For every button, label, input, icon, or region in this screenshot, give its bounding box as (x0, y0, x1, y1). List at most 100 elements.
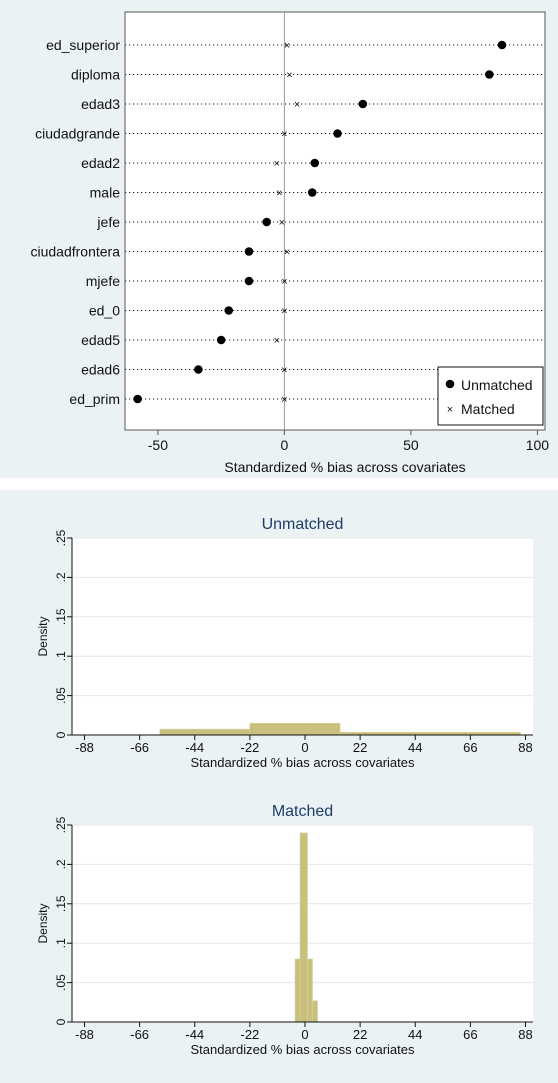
unmatched-axes (71, 538, 533, 736)
unmatched-point-ed-prim (133, 394, 142, 404)
histogram-bar-2 (307, 958, 313, 1023)
histogram-bar-1 (249, 722, 341, 736)
unmatched-point-jefe (262, 217, 271, 227)
bias-histograms: Unmatched 0 .05 .1 .15 .2 .25 -88 -66 -44 -22 0 22… (36, 516, 533, 1057)
x-tick-label-44: -44 (185, 1027, 204, 1042)
x-tick-label-88: -88 (75, 1027, 94, 1042)
unmatched-point-edad2 (310, 158, 320, 168)
category-label-edad6: edad6 (81, 362, 120, 378)
y-tick-label-05: .05 (54, 687, 68, 704)
legend-unmatched-label: Unmatched (461, 377, 533, 393)
y-tick-label-2: .2 (54, 859, 68, 869)
unmatched-point-edad3 (358, 99, 368, 109)
x-axis-ticks: -50 0 50 100 (148, 430, 550, 453)
unmatched-point-ciudadfrontera (244, 247, 254, 256)
matched-point-edad2: × (274, 158, 280, 170)
unmatched-y-ticks: 0 .05 .1 .15 .2 .25 (54, 529, 72, 738)
x-tick-label-88: 88 (518, 1027, 532, 1042)
x-tick-label-50: -50 (148, 437, 168, 453)
x-tick-label-44: 44 (408, 740, 422, 755)
x-tick-label-50: 50 (403, 437, 419, 453)
matched-point-edad3: × (294, 99, 300, 111)
dot-marks: × × × × × × × × × × × × × (133, 40, 507, 406)
category-label-diploma: diploma (71, 67, 120, 83)
matched-point-ciudadgrande: × (281, 129, 287, 141)
matched-axes (71, 825, 533, 1023)
category-label-edad3: edad3 (81, 96, 120, 112)
y-tick-label-0: 0 (54, 1018, 68, 1025)
matched-point-jefe: × (279, 217, 285, 229)
matched-x-ticks: -88 -66 -44 -22 0 22 44 66 88 (75, 1022, 533, 1042)
histogram-bar-1 (299, 832, 308, 1023)
matched-point-edad5: × (274, 335, 280, 347)
matched-point-ciudadfrontera: × (284, 247, 290, 259)
x-tick-label-22: 22 (353, 740, 367, 755)
unmatched-point-ed-superior (497, 40, 507, 50)
unmatched-point-mjefe (244, 276, 254, 286)
x-tick-label-88: 88 (518, 740, 532, 755)
x-tick-label-44: 44 (408, 1027, 422, 1042)
x-tick-label-66: -66 (130, 740, 149, 755)
matched-point-mjefe: × (281, 276, 287, 288)
matched-x-axis-label: Standardized % bias across covariates (190, 1042, 415, 1057)
histogram-bar-0 (294, 958, 301, 1023)
y-tick-label-0: 0 (54, 731, 68, 738)
x-tick-label-88: -88 (75, 740, 94, 755)
unmatched-y-axis-label: Density (36, 616, 50, 656)
dot-plot-panel: × × × × × × × × × × × × × ed_superior diploma edad3 ciu… (0, 0, 558, 478)
unmatched-point-diploma (485, 70, 494, 79)
category-label-ed-0: ed_0 (89, 303, 120, 319)
unmatched-title: Unmatched (262, 516, 344, 533)
matched-y-ticks: 0 .05 .1 .15 .2 .25 (54, 816, 72, 1025)
category-label-ciudadfrontera: ciudadfrontera (30, 244, 120, 260)
legend-box (437, 366, 544, 426)
unmatched-x-ticks: -88 -66 -44 -22 0 22 44 66 88 (75, 735, 533, 755)
unmatched-point-ciudadgrande (333, 129, 342, 138)
x-tick-label-100: 100 (526, 437, 550, 453)
histogram-bar-3 (312, 1000, 318, 1023)
unmatched-point-ed-0 (224, 306, 234, 315)
legend-matched-label: Matched (461, 401, 515, 417)
x-tick-label-22: -22 (240, 1027, 259, 1042)
x-tick-label-66: 66 (463, 740, 477, 755)
matched-point-male: × (276, 188, 282, 200)
histogram-bar-0 (159, 728, 251, 736)
histogram-panel: Unmatched 0 .05 .1 .15 .2 .25 -88 -66 -44 -22 0 22… (0, 490, 558, 1083)
x-tick-label-22: -22 (240, 740, 259, 755)
matched-point-diploma: × (286, 70, 292, 82)
x-tick-label-0: 0 (301, 740, 308, 755)
unmatched-x-axis-label: Standardized % bias across covariates (190, 755, 415, 770)
x-tick-label-44: -44 (185, 740, 204, 755)
x-tick-label-0: 0 (301, 1027, 308, 1042)
legend: Unmatched × Matched (437, 366, 544, 426)
y-tick-label-05: .05 (54, 974, 68, 991)
unmatched-point-edad6 (194, 365, 203, 374)
unmatched-point-male (307, 188, 317, 197)
y-tick-label-2: .2 (54, 572, 68, 582)
y-tick-label-25: .25 (54, 529, 68, 546)
x-tick-label-22: 22 (353, 1027, 367, 1042)
y-tick-label-15: .15 (54, 895, 68, 912)
category-label-edad2: edad2 (81, 155, 120, 171)
dot-plot-area (124, 11, 546, 431)
y-tick-label-25: .25 (54, 816, 68, 833)
category-label-jefe: jefe (96, 214, 120, 230)
legend-unmatched-marker (445, 379, 455, 389)
matched-title: Matched (272, 803, 333, 820)
x-tick-label-66: -66 (130, 1027, 149, 1042)
category-label-ed-superior: ed_superior (46, 37, 120, 53)
y-tick-label-1: .1 (54, 651, 68, 661)
x-tick-label-0: 0 (280, 437, 288, 453)
matched-point-ed-superior: × (284, 40, 290, 52)
matched-point-ed-0: × (281, 306, 287, 318)
y-tick-label-15: .15 (54, 608, 68, 625)
unmatched-histogram: Unmatched 0 .05 .1 .15 .2 .25 -88 -66 -44 -22 0 22… (36, 516, 533, 770)
category-label-mjefe: mjefe (86, 273, 120, 289)
x-tick-label-66: 66 (463, 1027, 477, 1042)
x-axis-label: Standardized % bias across covariates (224, 459, 465, 475)
category-label-male: male (90, 185, 121, 201)
matched-point-edad6: × (281, 365, 287, 377)
category-label-ciudadgrande: ciudadgrande (35, 126, 120, 142)
